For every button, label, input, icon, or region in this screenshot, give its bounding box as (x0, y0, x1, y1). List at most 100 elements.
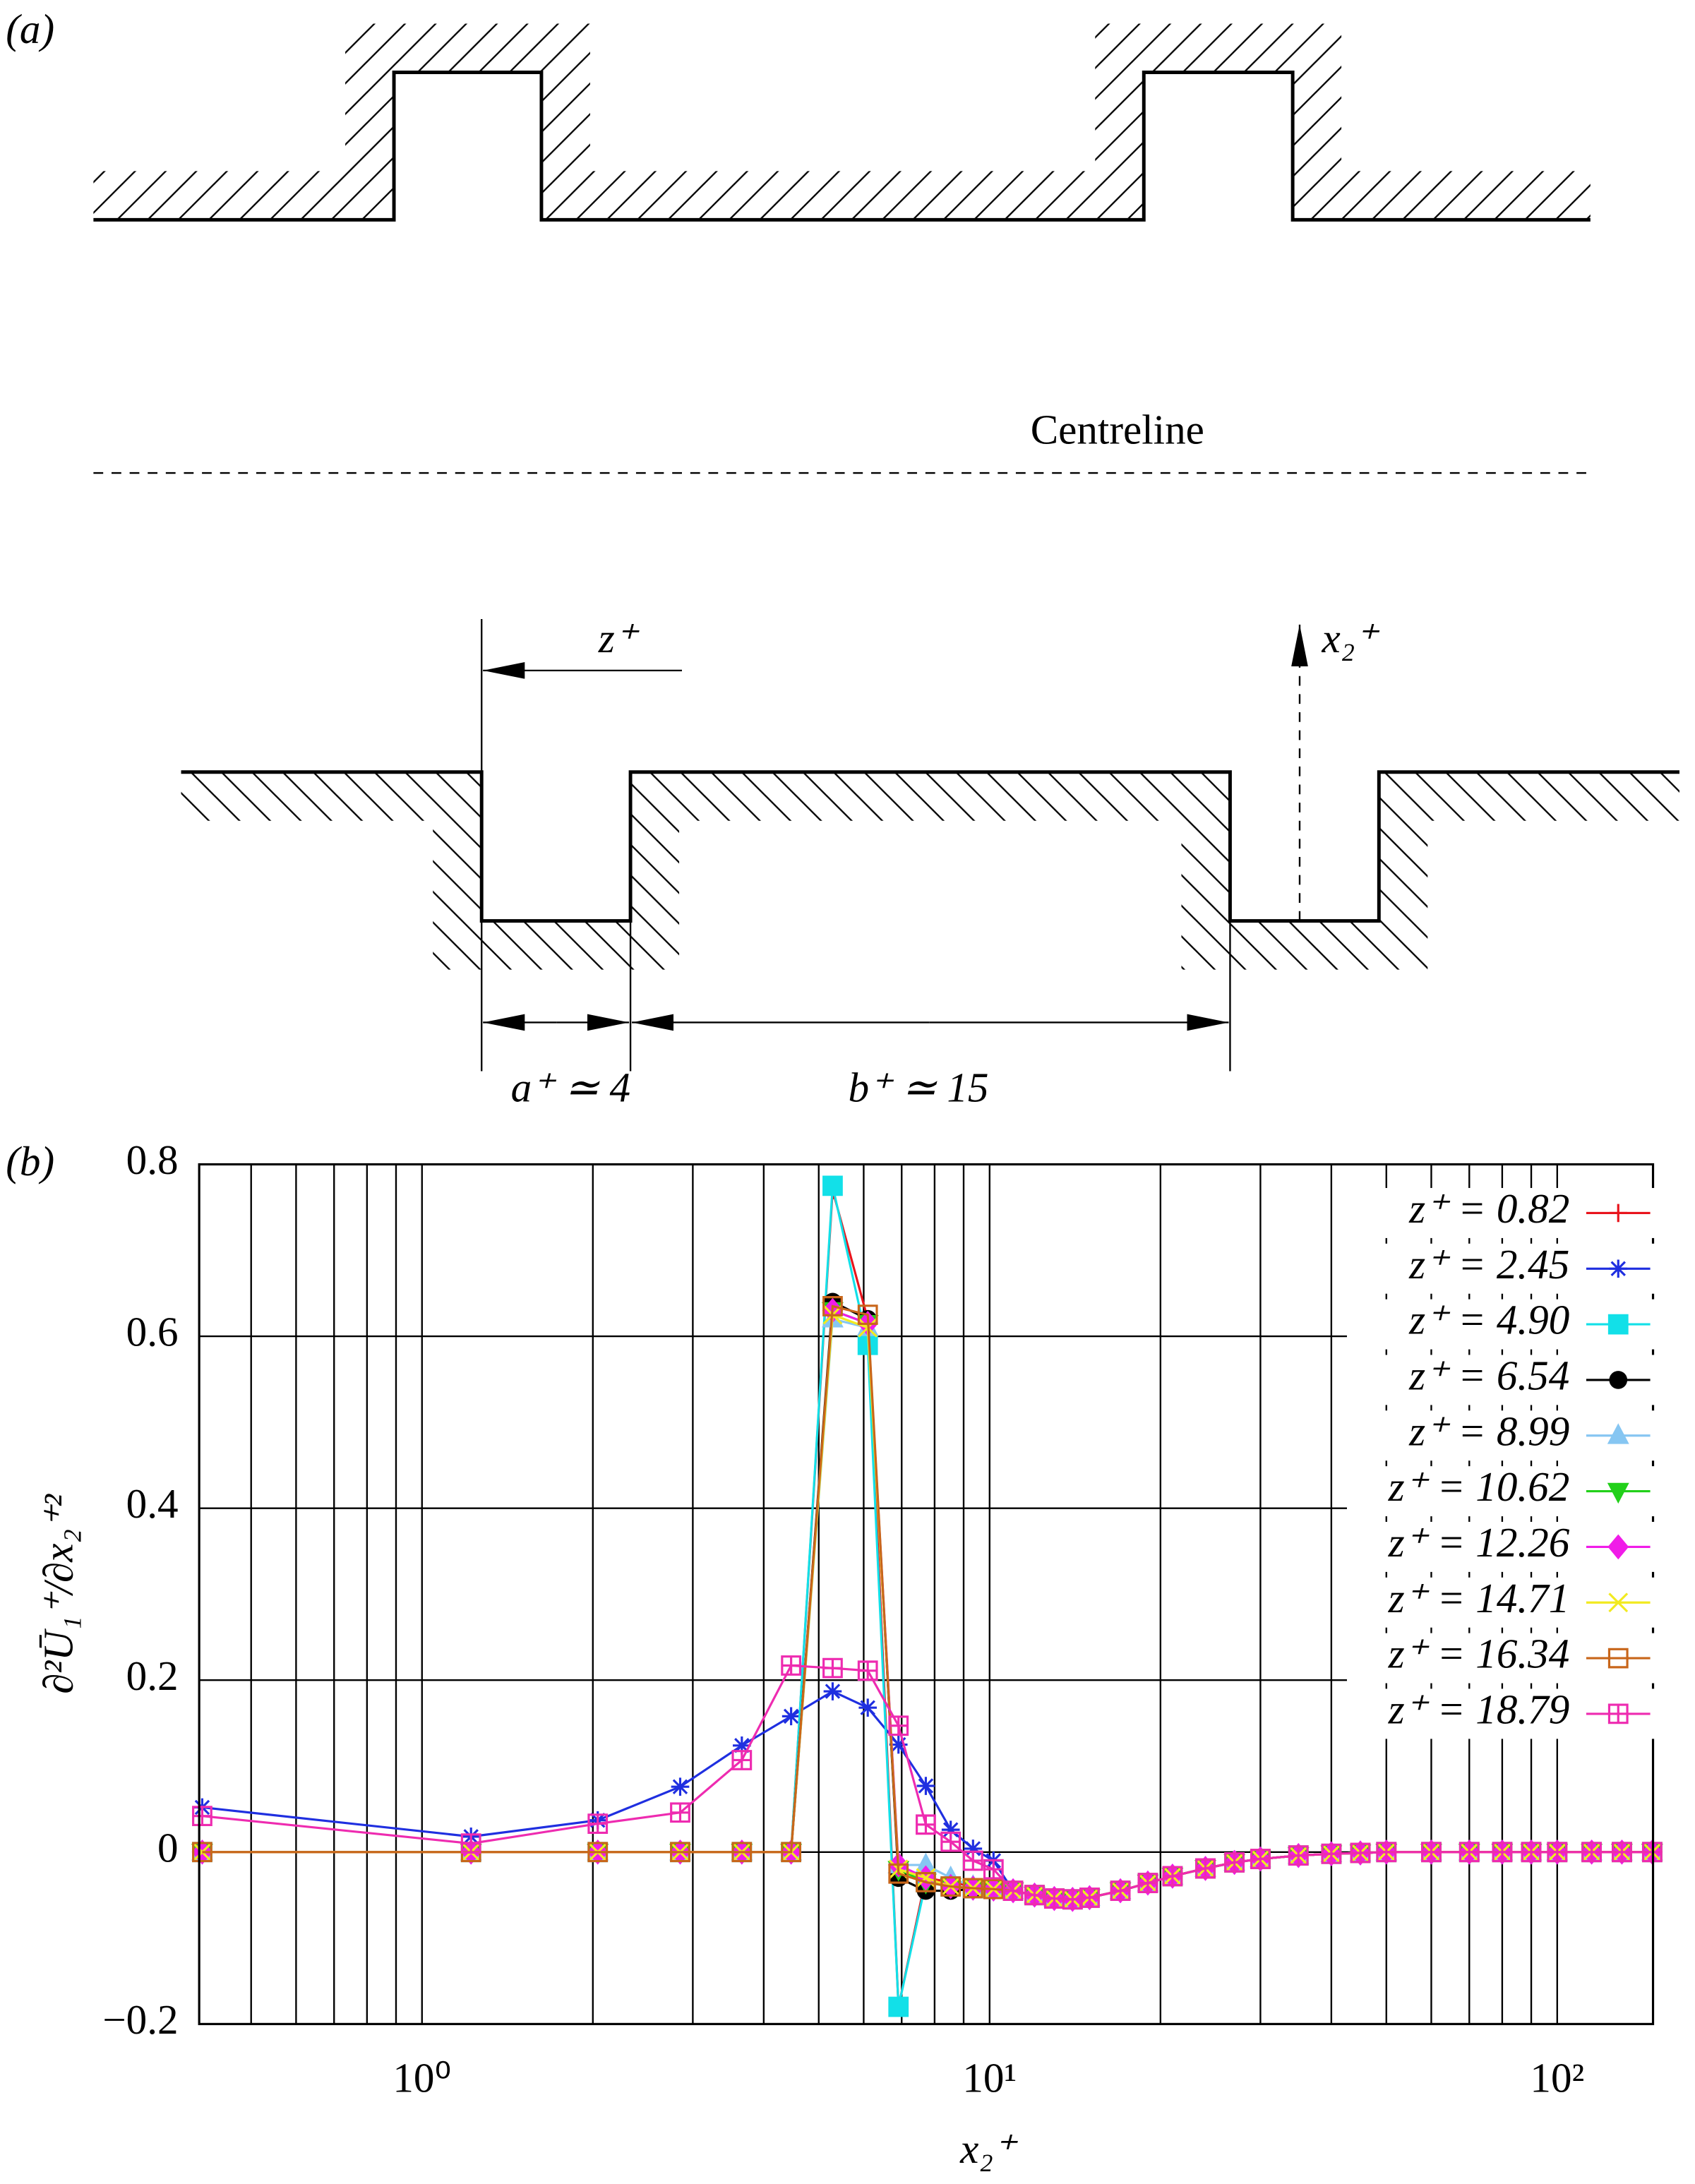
data-point (823, 1682, 842, 1700)
data-point (962, 1850, 983, 1871)
hatching (93, 23, 1591, 220)
y-tick-label: 0.2 (126, 1652, 179, 1699)
legend-label: z⁺ = 10.62 (1388, 1463, 1570, 1510)
data-point (1581, 1842, 1603, 1863)
data-point (888, 1996, 909, 2017)
panel-b: (b) −0.2 0 0.2 0.4 0.6 0.8 10⁰ 10¹ 10² x₂⁺ ∂²Ū₁⁺/∂… (6, 1136, 1663, 2172)
y-tick-label: 0.4 (126, 1480, 179, 1527)
data-point (671, 1777, 690, 1796)
data-point (192, 1842, 212, 1863)
legend-marker (1607, 1423, 1629, 1444)
upper-wall (93, 71, 1591, 222)
legend-label: z⁺ = 8.99 (1408, 1408, 1569, 1454)
panel-label: (b) (6, 1138, 54, 1184)
legend-marker (1607, 1314, 1629, 1335)
legend-marker (1609, 1259, 1628, 1278)
data-point (1288, 1845, 1309, 1866)
data-point (1162, 1866, 1183, 1887)
data-point (1612, 1842, 1632, 1863)
data-point (670, 1842, 690, 1863)
legend-marker (1607, 1534, 1629, 1560)
data-point (941, 1820, 960, 1839)
data-point (858, 1698, 878, 1717)
data-point (1024, 1885, 1045, 1906)
data-point (587, 1813, 609, 1834)
data-point (1002, 1880, 1024, 1901)
data-point (822, 1296, 843, 1316)
data-point (670, 1802, 690, 1823)
data-point (916, 1872, 936, 1892)
data-point (781, 1707, 801, 1726)
data-point (781, 1842, 802, 1863)
data-point (916, 1814, 936, 1835)
legend: z⁺ = 0.82 z⁺ = 2.45 z⁺ = 4.90 z⁺ = 6.54 z⁺ =… (1346, 1185, 1656, 1739)
data-point (1521, 1842, 1542, 1863)
data-point (587, 1842, 609, 1863)
y-tick-label: 0 (157, 1824, 179, 1871)
data-point (1195, 1858, 1216, 1879)
legend-label: z⁺ = 4.90 (1408, 1297, 1569, 1343)
b-label: b⁺ ≃ 15 (849, 1064, 989, 1111)
panel-label: (a) (6, 6, 54, 52)
legend-label: z⁺ = 6.54 (1408, 1352, 1569, 1398)
data-point (1492, 1842, 1513, 1863)
y-axis-label: ∂²Ū₁⁺/∂x₂⁺² (35, 1494, 82, 1694)
z-label: z⁺ (598, 615, 640, 661)
data-point (781, 1655, 802, 1676)
x-tick-label: 10² (1530, 2055, 1584, 2101)
x-axis-label: x₂⁺ (959, 2125, 1019, 2172)
y-tick-label: 0.6 (126, 1309, 179, 1355)
data-point (733, 1736, 751, 1755)
data-point (731, 1842, 753, 1863)
data-point (192, 1842, 212, 1862)
x2-label: x₂⁺ (1322, 615, 1381, 661)
hatching (181, 772, 1679, 970)
legend-marker (1608, 1592, 1629, 1613)
data-point (1250, 1849, 1271, 1869)
data-point (940, 1831, 962, 1852)
data-point (857, 1304, 878, 1325)
data-point (1376, 1842, 1397, 1863)
panel-a: (a) Centreline z⁺ x₂⁺ a⁺ ≃ 4 b⁺ ≃ 15 (6, 6, 1679, 1111)
data-point (983, 1859, 1004, 1880)
data-point (822, 1175, 843, 1196)
legend-label: z⁺ = 16.34 (1388, 1631, 1570, 1677)
y-tick-label: 0.8 (126, 1136, 179, 1183)
data-point (888, 1715, 909, 1736)
legend-marker (1607, 1482, 1629, 1504)
data-point (731, 1750, 753, 1770)
x-tick-label: 10¹ (962, 2055, 1017, 2101)
legend-label: z⁺ = 14.71 (1388, 1575, 1570, 1621)
data-point (983, 1878, 1004, 1900)
centreline-label: Centreline (1031, 406, 1204, 452)
data-point (889, 1735, 908, 1754)
data-point (940, 1876, 962, 1897)
data-point (460, 1833, 481, 1854)
data-point (857, 1660, 878, 1681)
data-point (1350, 1842, 1371, 1864)
data-point (1062, 1889, 1083, 1910)
data-point (1110, 1880, 1131, 1901)
data-point (962, 1878, 983, 1899)
data-point (822, 1657, 843, 1679)
legend-marker (1607, 1648, 1629, 1669)
data-point (1421, 1842, 1442, 1863)
data-point (1459, 1842, 1480, 1863)
a-label: a⁺ ≃ 4 (511, 1064, 630, 1111)
data-point (1224, 1852, 1245, 1873)
x-tick-label: 10⁰ (393, 2055, 451, 2101)
legend-label: z⁺ = 0.82 (1408, 1185, 1569, 1232)
data-point (964, 1840, 983, 1858)
y-tick-label: −0.2 (102, 1996, 178, 2043)
legend-marker (1609, 1204, 1628, 1223)
data-point (1547, 1842, 1568, 1863)
data-point (888, 1863, 909, 1884)
legend-marker (1607, 1703, 1629, 1724)
data-point (192, 1806, 212, 1827)
data-point (916, 1777, 935, 1795)
data-point (1321, 1843, 1342, 1864)
data-point (1137, 1873, 1158, 1894)
legend-label: z⁺ = 18.79 (1388, 1686, 1570, 1732)
legend-label: z⁺ = 2.45 (1408, 1241, 1569, 1288)
